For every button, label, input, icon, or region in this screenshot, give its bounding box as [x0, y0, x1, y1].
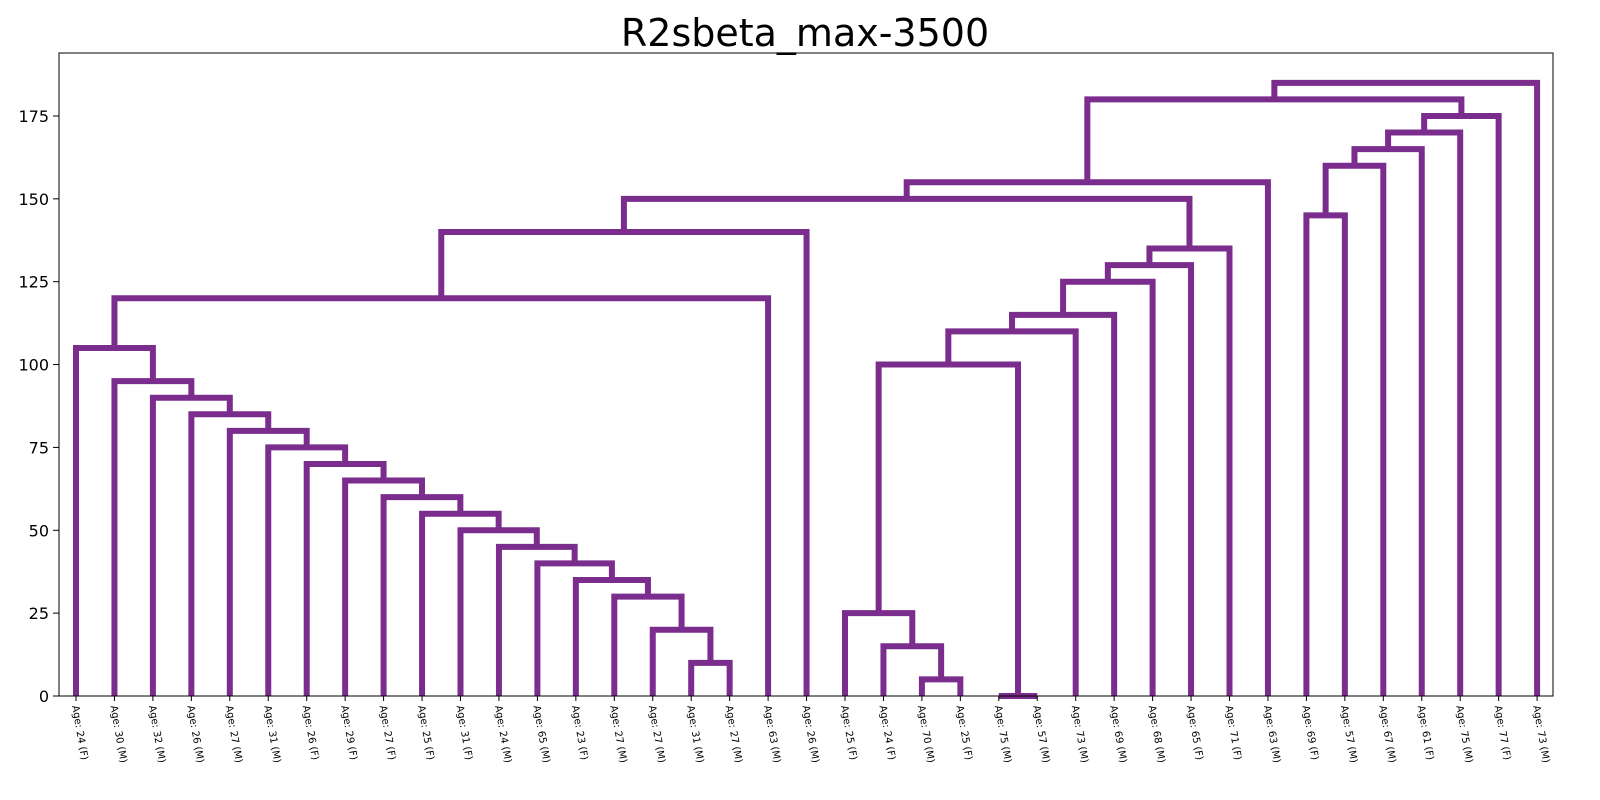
y-tick-label: 50: [29, 521, 49, 540]
leaf-label: Age: 31 (M): [261, 705, 282, 764]
y-tick-label: 125: [18, 273, 49, 292]
y-tick-label: 150: [18, 190, 49, 209]
chart-title: R2sbeta_max-3500: [621, 11, 989, 55]
dendrogram-link: [534, 560, 615, 696]
dendrogram-link: [1322, 162, 1387, 696]
dendrogram-link: [1146, 245, 1233, 696]
leaf-label: Age: 23 (F): [569, 705, 589, 762]
leaf-label: Age: 27 (M): [646, 705, 667, 764]
dendrogram-link: [111, 378, 195, 696]
leaf-label: Age: 25 (F): [953, 705, 973, 762]
leaf-label: Age: 24 (F): [69, 705, 89, 762]
leaf-label: Age: 77 (F): [1492, 705, 1512, 762]
y-axis: 0 25 50 75 100 125 150 175: [18, 107, 59, 706]
leaf-label: Age: 71 (F): [1223, 705, 1243, 762]
dendrogram-link: [611, 593, 685, 696]
dendrogram-link: [1060, 278, 1156, 696]
leaf-label: Age: 29 (F): [338, 705, 358, 762]
leaf-label: Age: 30 (M): [107, 705, 128, 764]
dendrogram-link: [572, 576, 651, 696]
leaf-label: Age: 26 (F): [300, 705, 320, 762]
leaf-label: Age: 57 (M): [1030, 705, 1051, 764]
leaf-label: Age: 70 (M): [915, 705, 936, 764]
dendrogram-links: [73, 79, 1541, 699]
x-axis: Age: 24 (F) Age: 30 (M) Age: 32 (M) Age: 26…: [69, 696, 1551, 764]
leaf-label: Age: 69 (F): [1299, 705, 1319, 762]
leaf-label: Age: 32 (M): [146, 705, 167, 764]
leaf-label: Age: 24 (M): [492, 705, 513, 764]
y-tick-label: 0: [39, 687, 49, 706]
y-tick-label: 100: [18, 356, 49, 375]
plot-frame: [58, 52, 1554, 697]
dendrogram-link: [688, 659, 733, 696]
leaf-label: Age: 26 (M): [184, 705, 205, 764]
dendrogram-link: [842, 610, 916, 696]
leaf-label: Age: 31 (F): [454, 705, 474, 762]
leaf-label: Age: 75 (M): [1453, 705, 1474, 764]
leaf-label: Age: 69 (M): [1107, 705, 1128, 764]
leaf-label: Age: 27 (M): [723, 705, 744, 764]
leaf-label: Age: 75 (M): [992, 705, 1013, 764]
dendrogram-link: [1271, 79, 1541, 696]
leaf-label: Age: 73 (M): [1530, 705, 1551, 764]
y-tick-label: 75: [29, 438, 49, 457]
dendrogram-link: [342, 477, 425, 696]
dendrogram-link: [880, 643, 945, 696]
y-tick-label: 25: [29, 604, 49, 623]
dendrogram-link: [265, 444, 349, 696]
leaf-label: Age: 26 (M): [800, 705, 821, 764]
dendrogram-link: [875, 361, 1022, 696]
dendrogram-link: [1351, 146, 1425, 696]
dendrogram-link: [303, 460, 387, 696]
dendrogram-link: [1104, 262, 1195, 696]
leaf-label: Age: 27 (F): [377, 705, 397, 762]
dendrogram-link: [495, 543, 578, 696]
dendrogram-link: [918, 676, 964, 696]
dendrogram-link: [945, 328, 1079, 696]
y-tick-label: 175: [18, 107, 49, 126]
leaf-label: Age: 24 (F): [876, 705, 896, 762]
dendrogram-link: [903, 179, 1271, 696]
leaf-label: Age: 25 (F): [415, 705, 435, 762]
leaf-label: Age: 65 (M): [530, 705, 551, 764]
leaf-label: Age: 25 (F): [838, 705, 858, 762]
dendrogram-link: [73, 344, 156, 696]
leaf-label: Age: 73 (M): [1069, 705, 1090, 764]
leaf-label: Age: 63 (M): [1261, 705, 1282, 764]
dendrogram-link: [1009, 311, 1118, 696]
leaf-label: Age: 61 (F): [1415, 705, 1435, 762]
leaf-label: Age: 57 (M): [1338, 705, 1359, 764]
dendrogram-link: [1084, 96, 1465, 183]
leaf-label: Age: 63 (M): [761, 705, 782, 764]
leaf-label: Age: 68 (M): [1146, 705, 1167, 764]
leaf-label: Age: 67 (M): [1376, 705, 1397, 764]
dendrogram-link: [620, 195, 1193, 249]
leaf-label: Age: 27 (M): [607, 705, 628, 764]
leaf-label: Age: 65 (F): [1184, 705, 1204, 762]
leaf-label: Age: 27 (M): [223, 705, 244, 764]
dendrogram-link: [1303, 212, 1348, 696]
leaf-label: Age: 31 (M): [684, 705, 705, 764]
